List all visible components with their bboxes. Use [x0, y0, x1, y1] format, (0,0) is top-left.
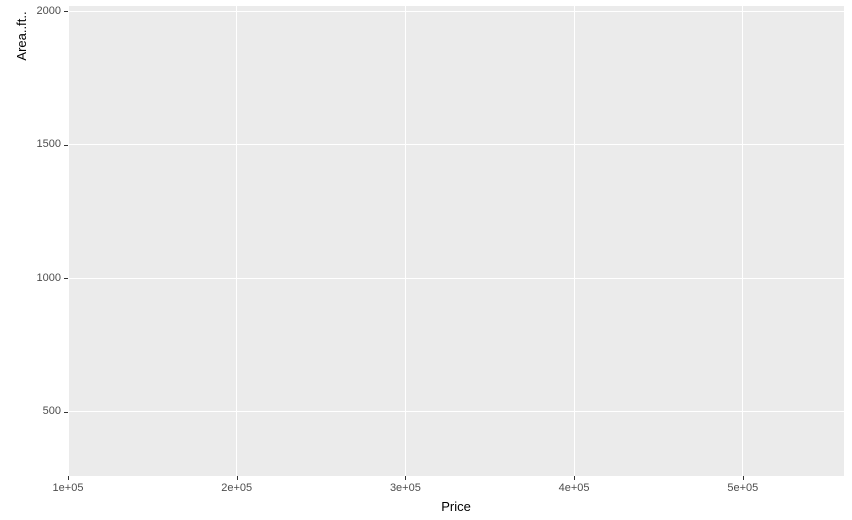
y-tick-label: 1000 — [37, 272, 61, 284]
gridline-vertical — [574, 6, 575, 476]
gridline-horizontal — [68, 411, 844, 412]
gridline-vertical — [405, 6, 406, 476]
y-tick-label: 1500 — [37, 138, 61, 150]
x-tick-label: 1e+05 — [38, 482, 98, 494]
y-tick-mark — [64, 278, 68, 279]
gridline-horizontal — [68, 11, 844, 12]
gridline-horizontal — [68, 278, 844, 279]
x-tick-label: 4e+05 — [544, 482, 604, 494]
y-tick-label: 500 — [43, 405, 61, 417]
gridline-horizontal — [68, 144, 844, 145]
scatter-chart: 500 1000 1500 2000 1e+05 2e+05 3e+05 4e+05 5e+05… — [0, 0, 852, 520]
y-tick-mark — [64, 145, 68, 146]
gridline-vertical — [68, 6, 69, 476]
y-tick-mark — [64, 412, 68, 413]
y-axis-title: Area..ft.. — [14, 0, 29, 271]
x-axis-title: Price — [68, 499, 844, 514]
y-tick-label: 2000 — [37, 5, 61, 17]
x-tick-mark — [574, 476, 575, 480]
x-tick-mark — [743, 476, 744, 480]
x-tick-label: 2e+05 — [207, 482, 267, 494]
x-tick-mark — [68, 476, 69, 480]
x-tick-label: 5e+05 — [713, 482, 773, 494]
x-tick-label: 3e+05 — [375, 482, 435, 494]
y-tick-mark — [64, 11, 68, 12]
plot-panel — [68, 6, 844, 476]
gridline-vertical — [236, 6, 237, 476]
x-tick-mark — [237, 476, 238, 480]
gridline-vertical — [742, 6, 743, 476]
x-tick-mark — [405, 476, 406, 480]
